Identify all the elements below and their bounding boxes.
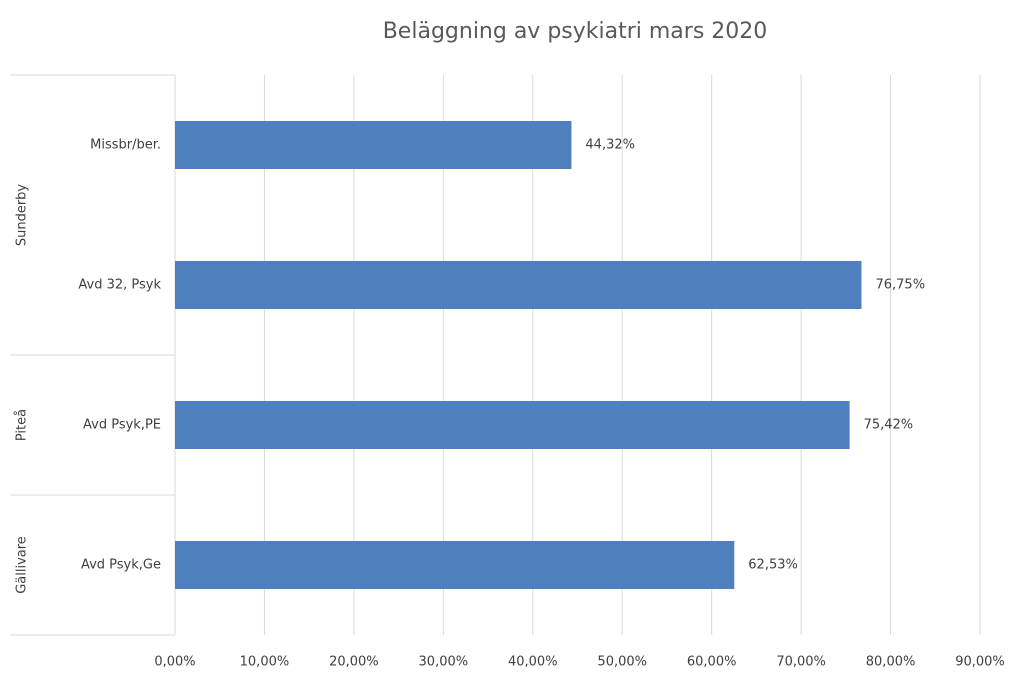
group-label: Piteå bbox=[15, 409, 30, 441]
data-label: 62,53% bbox=[748, 558, 798, 573]
bar bbox=[175, 541, 735, 589]
x-tick-label: 20,00% bbox=[329, 655, 379, 670]
x-tick-label: 50,00% bbox=[597, 655, 647, 670]
chart-title: Beläggning av psykiatri mars 2020 bbox=[383, 19, 768, 44]
y-tick-label: Avd 32, Psyk bbox=[78, 278, 161, 293]
bar bbox=[175, 121, 572, 169]
x-tick-label: 80,00% bbox=[866, 655, 916, 670]
group-label: Gällivare bbox=[15, 536, 30, 594]
data-label: 76,75% bbox=[875, 278, 925, 293]
bar bbox=[175, 401, 850, 449]
x-tick-label: 40,00% bbox=[508, 655, 558, 670]
x-tick-label: 90,00% bbox=[955, 655, 1005, 670]
data-label: 75,42% bbox=[864, 418, 914, 433]
group-label: Sunderby bbox=[15, 184, 30, 247]
x-tick-label: 10,00% bbox=[240, 655, 290, 670]
bar bbox=[175, 261, 862, 309]
y-tick-label: Missbr/ber. bbox=[90, 138, 161, 153]
x-tick-label: 70,00% bbox=[776, 655, 826, 670]
data-label: 44,32% bbox=[585, 138, 635, 153]
y-tick-label: Avd Psyk,Ge bbox=[81, 558, 161, 573]
x-tick-label: 0,00% bbox=[154, 655, 195, 670]
y-tick-label: Avd Psyk,PE bbox=[83, 418, 161, 433]
x-tick-label: 30,00% bbox=[419, 655, 469, 670]
x-tick-label: 60,00% bbox=[687, 655, 737, 670]
